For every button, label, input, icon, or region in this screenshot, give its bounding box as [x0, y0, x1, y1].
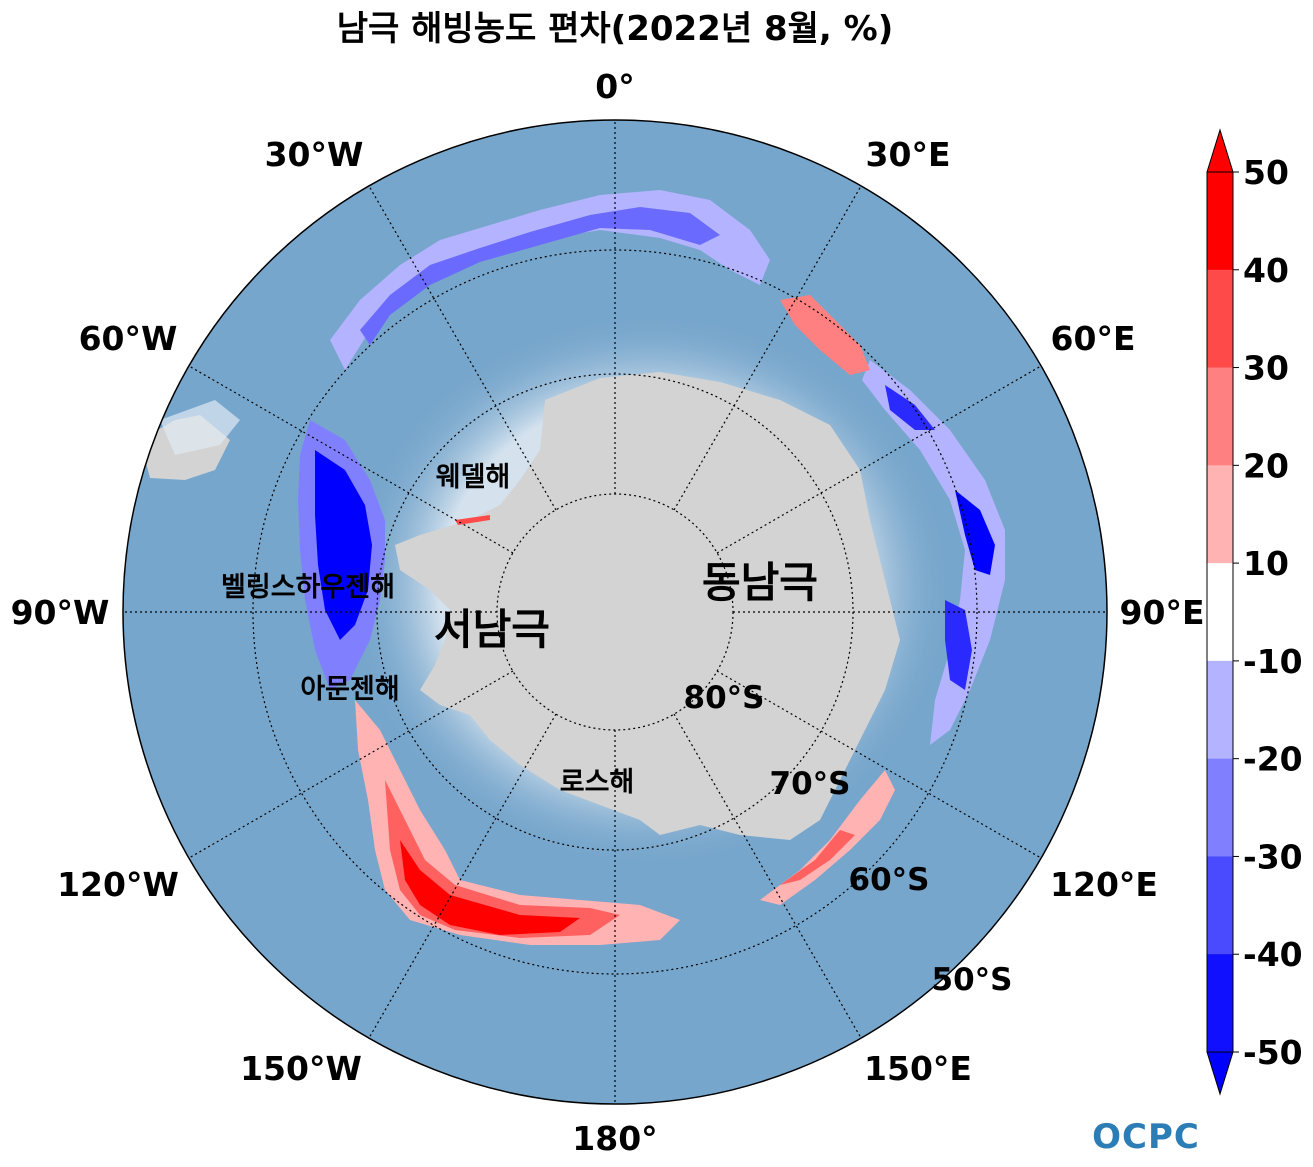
anomaly-indian-core-b	[955, 490, 995, 575]
colorbar-tick-label: 30	[1243, 349, 1289, 388]
anomaly-ross-core	[400, 840, 580, 935]
colorbar-band	[1207, 563, 1233, 662]
lon-label-30w: 30°W	[265, 135, 364, 174]
antarctica-land	[395, 372, 900, 840]
lon-label-30e: 30°E	[866, 135, 951, 174]
anomaly-weddell-outer	[330, 190, 770, 370]
polar-map	[123, 120, 1107, 1104]
colorbar-tick-label: -50	[1243, 1033, 1303, 1072]
colorbar-band	[1207, 172, 1233, 271]
colorbar-tick-label: 20	[1243, 446, 1289, 485]
lat-label-80s: 80°S	[684, 680, 765, 716]
latitude-labels: 80°S 70°S 60°S 50°S	[684, 680, 1013, 998]
lat-label-60s: 60°S	[849, 862, 930, 898]
label-weddell-sea: 웨델해	[436, 462, 511, 493]
colorbar-band	[1207, 758, 1233, 857]
lon-label-120e: 120°E	[1050, 865, 1158, 904]
anomaly-pacific-east-core	[780, 830, 855, 885]
lon-label-90w: 90°W	[11, 593, 110, 632]
colorbar-tick-label: 10	[1243, 544, 1289, 583]
map-border	[122, 119, 1108, 1105]
negative-anomaly	[298, 190, 1005, 745]
colorbar-band	[1207, 954, 1233, 1053]
colorbar-tick-label: -40	[1243, 935, 1303, 974]
label-west-antarctica: 서남극	[434, 605, 550, 654]
anomaly-bellingshausen-core	[315, 450, 372, 640]
anomaly-indian-core-a	[885, 385, 935, 430]
colorbar-frame	[1206, 171, 1234, 1053]
colorbar-extend-max	[1206, 128, 1234, 173]
colorbar-band	[1207, 367, 1233, 466]
colorbar-band	[1207, 856, 1233, 955]
lon-label-120w: 120°W	[57, 865, 179, 904]
map-title: 남극 해빙농도 편차(2022년 8월, %)	[337, 9, 894, 49]
lon-label-180: 180°	[572, 1119, 657, 1158]
anomaly-weddell-red-streak	[455, 515, 490, 525]
colorbar-band	[1207, 465, 1233, 564]
label-ross-sea: 로스해	[560, 767, 635, 798]
label-amundsen-sea: 아문젠해	[300, 674, 399, 705]
anomaly-south-indian	[780, 295, 870, 375]
label-east-antarctica: 동남극	[702, 558, 818, 607]
colorbar-tick-label: 40	[1243, 251, 1289, 290]
colorbar-band	[1207, 660, 1233, 760]
lon-label-150w: 150°W	[240, 1049, 362, 1088]
colorbar-tick-label: -20	[1243, 740, 1303, 779]
label-bellingshausen-sea: 벨링스하우젠해	[221, 572, 395, 603]
colorbar-tick-label: -10	[1243, 642, 1303, 681]
ocpc-logo-text: OCPC	[1092, 1117, 1200, 1157]
lat-label-70s: 70°S	[770, 766, 851, 802]
colorbar-tick-label: 50	[1243, 153, 1289, 192]
lon-label-0: 0°	[595, 67, 634, 106]
colorbar-band	[1207, 269, 1233, 369]
colorbar-extend-min	[1206, 1051, 1234, 1096]
colorbar-ticks: 50 40 30 20 10 -10 -20 -30 -40 -50	[1233, 153, 1303, 1072]
lat-60s-circle	[252, 249, 978, 975]
positive-anomaly	[355, 295, 895, 945]
anomaly-weddell-core	[360, 207, 720, 345]
colorbar: 50 40 30 20 10 -10 -20 -30 -40 -50	[1206, 128, 1303, 1096]
ocpc-logo: OCPC	[1092, 1117, 1200, 1157]
lon-label-150e: 150°E	[864, 1049, 972, 1088]
lon-label-60e: 60°E	[1051, 319, 1136, 358]
lat-label-50s: 50°S	[932, 962, 1013, 998]
colorbar-bands	[1207, 172, 1233, 1053]
lon-label-90e: 90°E	[1120, 593, 1205, 632]
anomaly-indian-core-c	[945, 600, 972, 690]
sea-ice-patch-drake	[160, 400, 240, 455]
lon-label-60w: 60°W	[79, 319, 178, 358]
colorbar-tick-label: -30	[1243, 837, 1303, 876]
region-labels: 동남극 서남극 웨델해 벨링스하우젠해 아문젠해 로스해	[221, 462, 818, 798]
meridians	[123, 120, 1107, 1104]
anomaly-pacific-east	[760, 770, 895, 905]
longitude-labels: 0° 30°E 60°E 90°E 120°E 150°E 180° 150°W…	[11, 67, 1205, 1158]
